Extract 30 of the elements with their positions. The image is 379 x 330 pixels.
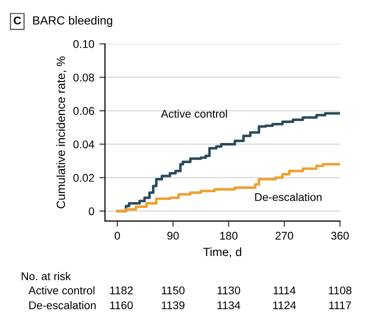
text: 1117 [329,301,351,310]
text: 1124 [273,301,296,310]
text: Active control [160,110,227,118]
text: No. at risk [22,272,71,280]
x-tick-label: 90 [167,232,179,240]
x-tick-label: 180 [220,232,238,240]
text: 1130 [218,286,240,294]
text: 1139 [162,301,184,310]
y-tick-label: 0.04 [73,140,94,148]
y-tick-label: 0.06 [73,107,94,115]
text: 1150 [162,286,185,294]
text: 1182 [110,286,133,294]
y-tick-label: 0.10 [73,40,94,48]
series-label: De-escalation [255,192,322,202]
text: De-escalation [29,301,96,310]
chart-title: BARC bleeding [33,16,112,27]
x-tick-label: 360 [331,232,349,240]
x-tick-label: 270 [276,232,294,240]
text: 1160 [110,301,133,310]
y-tick-label: 0 [88,207,94,216]
text: 1134 [218,301,240,310]
text: 1114 [274,286,296,294]
y-tick-label: 0.08 [73,74,94,82]
text: Active control [28,286,94,294]
x-axis-title: Time, d [203,247,242,258]
text: 1108 [328,286,352,294]
text: C [14,16,21,24]
x-tick-label: 0 [114,232,120,240]
y-axis-title: Cumulative incidence rate, % [56,56,66,208]
y-tick-label: 0.02 [73,174,94,182]
